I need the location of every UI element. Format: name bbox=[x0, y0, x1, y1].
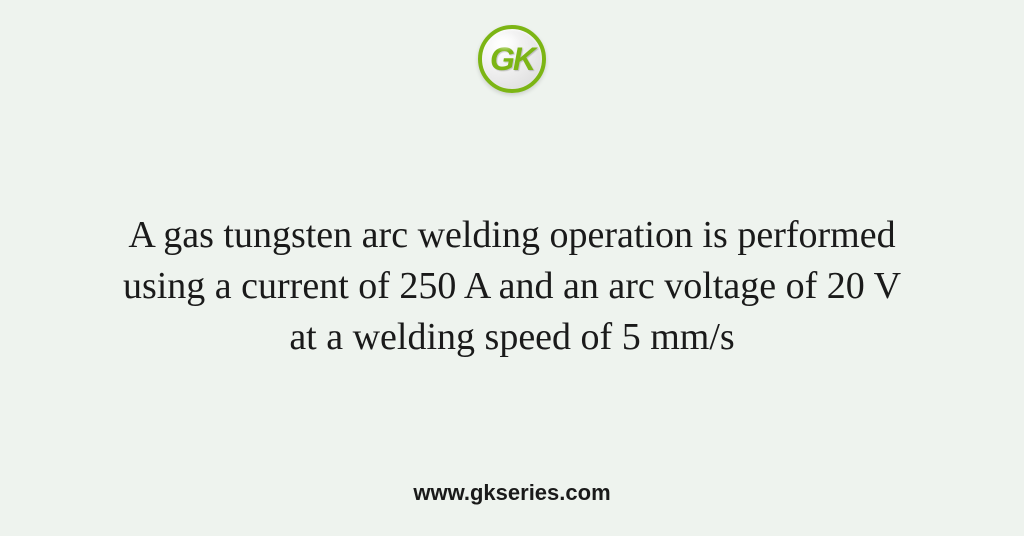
gk-logo: GK bbox=[478, 25, 546, 93]
logo-container: GK bbox=[478, 25, 546, 93]
question-text: A gas tungsten arc welding operation is … bbox=[72, 210, 952, 364]
logo-text: GK bbox=[490, 41, 534, 78]
website-url: www.gkseries.com bbox=[413, 480, 610, 506]
